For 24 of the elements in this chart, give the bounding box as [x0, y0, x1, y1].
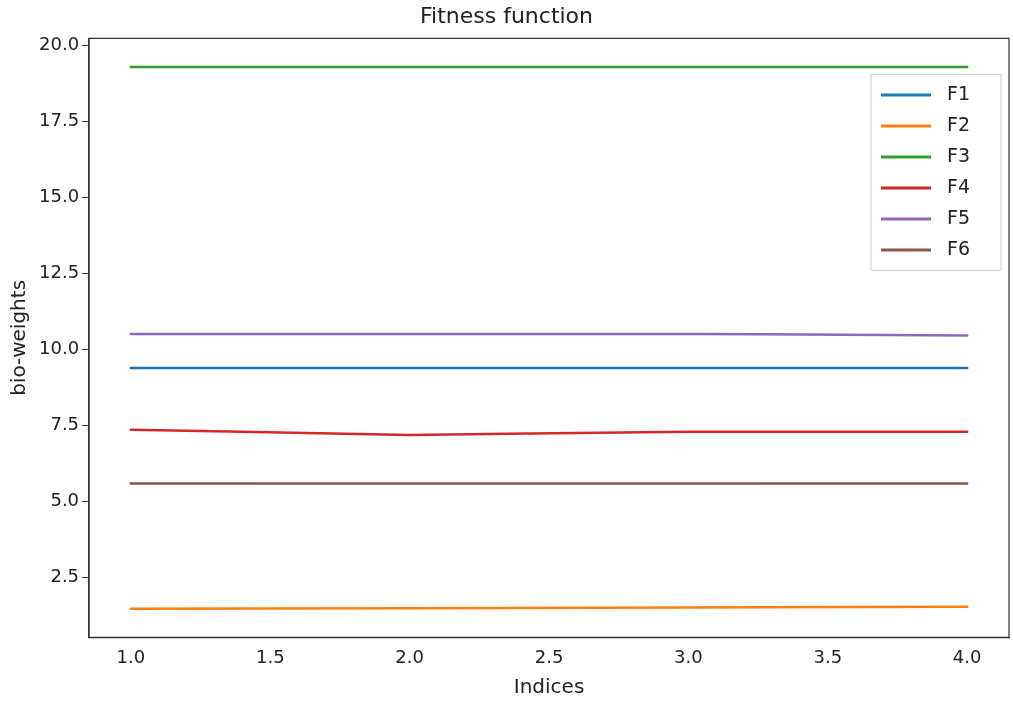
y-tick-label: 5.0	[50, 489, 80, 511]
legend-label: F2	[947, 112, 971, 135]
legend-label: F4	[947, 174, 971, 197]
legend-label: F5	[947, 205, 971, 228]
x-tick-label: 2.5	[534, 645, 564, 667]
x-tick-label: 4.0	[952, 645, 982, 667]
y-tick-label: 7.5	[50, 413, 80, 435]
y-axis-title: bio-weights	[6, 279, 31, 396]
chart-title: Fitness function	[419, 2, 594, 28]
x-tick-label: 3.5	[813, 645, 843, 667]
y-tick-label: 15.0	[39, 185, 80, 207]
legend-label: F6	[947, 236, 971, 259]
legend-label: F3	[947, 143, 971, 166]
y-tick-label: 2.5	[50, 565, 80, 587]
x-axis-title: Indices	[513, 674, 585, 699]
y-tick-label: 10.0	[39, 337, 80, 359]
y-tick-label: 20.0	[39, 33, 80, 55]
x-tick-label: 3.0	[674, 645, 703, 667]
y-tick-label: 17.5	[39, 109, 80, 131]
x-tick-label: 2.0	[395, 645, 424, 667]
x-tick-label: 1.5	[255, 645, 285, 667]
y-tick-label: 12.5	[39, 261, 80, 283]
x-tick-label: 1.0	[116, 645, 146, 667]
legend-label: F1	[947, 81, 971, 104]
